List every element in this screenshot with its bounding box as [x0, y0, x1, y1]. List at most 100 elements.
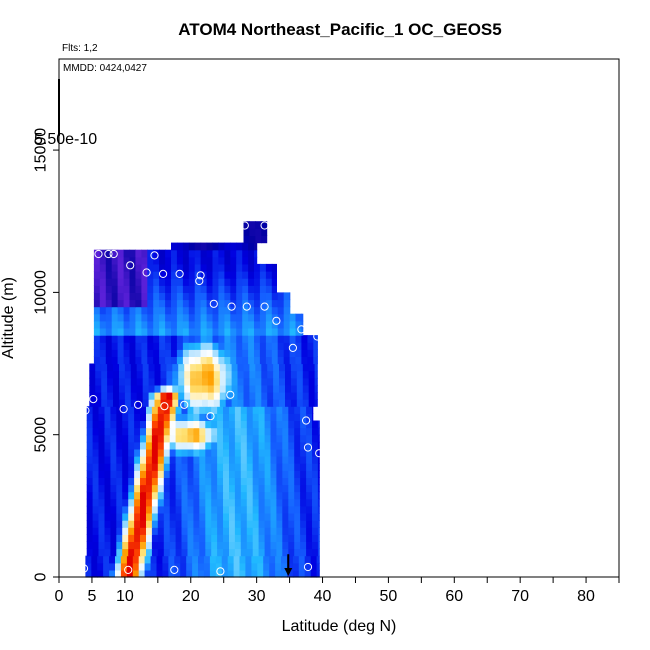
heatmap-cell: [242, 263, 249, 272]
heatmap-cell: [306, 406, 313, 414]
heatmap-cell: [141, 285, 148, 293]
heatmap-cell: [165, 306, 172, 315]
heatmap-cell: [178, 370, 185, 379]
heatmap-cell: [135, 342, 142, 350]
heatmap-cell: [93, 271, 101, 279]
heatmap-cell: [130, 384, 138, 393]
heatmap-cell: [93, 285, 101, 293]
heatmap-cell: [101, 399, 108, 407]
heatmap-cell: [236, 335, 243, 343]
heatmap-cell: [157, 434, 165, 443]
heatmap-cell: [199, 441, 206, 450]
heatmap-cell: [163, 477, 171, 486]
heatmap-cell: [165, 328, 172, 336]
heatmap-cell: [163, 463, 171, 471]
heatmap-cell: [237, 370, 244, 379]
heatmap-cell: [157, 448, 165, 457]
heatmap-cell: [243, 384, 250, 393]
heatmap-cell: [153, 292, 160, 301]
heatmap-cell: [146, 484, 153, 493]
heatmap-cell: [134, 441, 141, 450]
heatmap-cell: [265, 349, 273, 357]
heatmap-cell: [240, 548, 248, 557]
heatmap-cell: [300, 527, 307, 535]
track-point: [227, 302, 236, 311]
heatmap-cell: [199, 463, 206, 471]
heatmap-cell: [153, 356, 160, 365]
heatmap-cell: [301, 313, 304, 322]
heatmap-cell: [171, 256, 178, 265]
heatmap-cell: [277, 356, 285, 365]
heatmap-cell: [181, 491, 188, 500]
heatmap-cell: [248, 242, 255, 251]
heatmap-cell: [188, 349, 196, 357]
heatmap-cell: [246, 420, 254, 429]
heatmap-cell: [124, 392, 132, 400]
heatmap-cell: [246, 520, 254, 528]
heatmap-cell: [86, 420, 94, 429]
heatmap-cell: [240, 541, 248, 550]
heatmap-cell: [101, 392, 108, 400]
heatmap-cell: [157, 484, 165, 493]
heatmap-cell: [217, 434, 224, 443]
heatmap-cell: [281, 569, 288, 578]
heatmap-cell: [169, 505, 177, 514]
heatmap-cell: [163, 484, 171, 493]
heatmap-cell: [211, 427, 218, 436]
heatmap-cell: [181, 448, 188, 457]
heatmap-cell: [258, 470, 266, 478]
heatmap-cell: [86, 456, 94, 464]
heatmap-cell: [239, 569, 246, 578]
heatmap-cell: [188, 271, 196, 279]
heatmap-cell: [126, 555, 134, 564]
heatmap-cell: [175, 456, 183, 464]
heatmap-cell: [135, 292, 142, 301]
heatmap-cell: [264, 498, 272, 507]
heatmap-cell: [314, 370, 318, 379]
heatmap-cell: [122, 413, 129, 421]
heatmap-cell: [255, 235, 262, 244]
heatmap-cell: [276, 456, 283, 464]
heatmap-cell: [229, 470, 236, 478]
heatmap-cell: [254, 292, 261, 301]
heatmap-cell: [212, 263, 219, 272]
heatmap-cell: [252, 527, 260, 535]
heatmap-cell: [242, 328, 249, 336]
heatmap-cell: [252, 434, 260, 443]
heatmap-cell: [157, 548, 165, 557]
heatmap-cell: [92, 527, 100, 535]
heatmap-cell: [119, 384, 126, 393]
heatmap-cell: [98, 477, 105, 486]
heatmap-cell: [92, 434, 100, 443]
heatmap-cell: [230, 263, 237, 272]
heatmap-cell: [175, 413, 183, 421]
heatmap-cell: [283, 328, 291, 336]
heatmap-cell: [296, 392, 304, 400]
track-point: [81, 406, 90, 415]
heatmap-cell: [146, 520, 153, 528]
heatmap-cell: [186, 569, 193, 578]
heatmap-cell: [144, 569, 152, 578]
heatmap-cell: [184, 384, 191, 393]
track-point: [196, 271, 205, 280]
heatmap-cell: [229, 513, 236, 521]
heatmap-cell: [128, 441, 135, 450]
heatmap-cell: [240, 441, 248, 450]
heatmap-cell: [207, 399, 215, 407]
heatmap-cell: [300, 520, 307, 528]
heatmap-cell: [180, 555, 187, 564]
heatmap-cell: [98, 448, 105, 457]
heatmap-cell: [306, 477, 313, 486]
heatmap-cell: [275, 569, 282, 578]
heatmap-cell: [89, 384, 96, 393]
heatmap-cell: [306, 520, 313, 528]
heatmap-cell: [92, 513, 100, 521]
heatmap-cell: [199, 420, 206, 429]
heatmap-cell: [294, 505, 301, 514]
heatmap-cell: [288, 427, 295, 436]
heatmap-cell: [223, 527, 230, 535]
heatmap-cell: [86, 548, 94, 557]
heatmap-cell: [273, 392, 280, 400]
heatmap-cell: [151, 498, 159, 507]
heatmap-cell: [259, 356, 267, 365]
